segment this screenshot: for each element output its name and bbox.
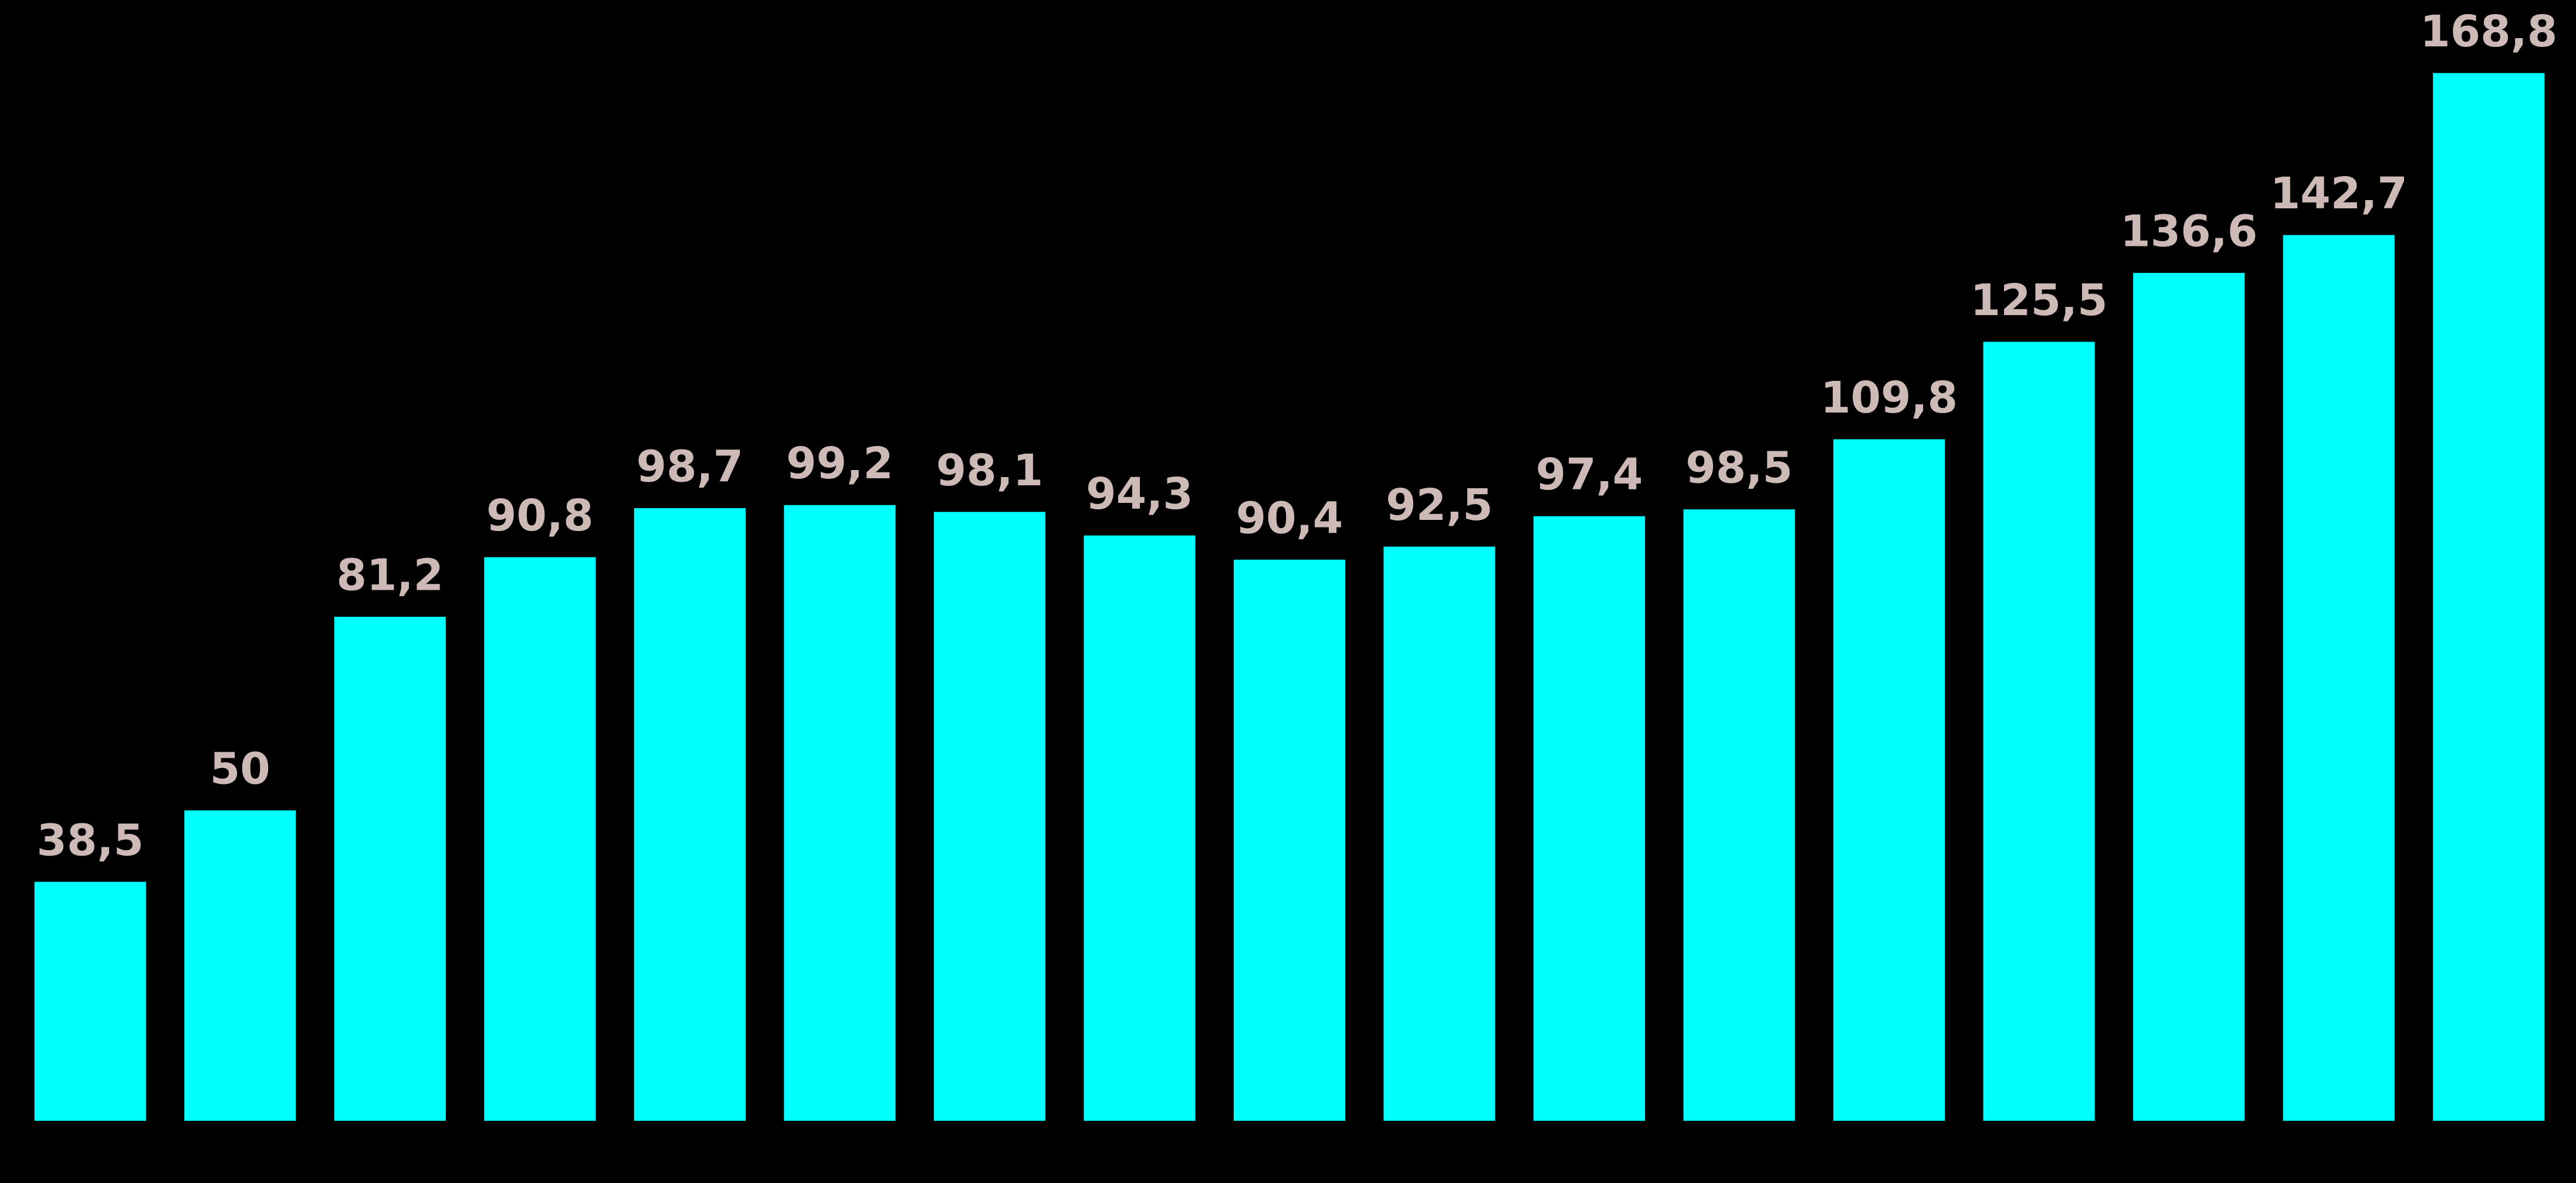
bar: [34, 881, 146, 1121]
bar: [933, 512, 1045, 1121]
value-label: 98,5: [1685, 443, 1793, 494]
value-label: 97,4: [1536, 449, 1643, 500]
value-label: 94,3: [1086, 469, 1193, 519]
bar: [784, 505, 896, 1121]
bar: [334, 617, 446, 1121]
value-label: 136,6: [2120, 207, 2257, 257]
value-label: 99,2: [786, 438, 893, 489]
value-label: 142,7: [2270, 168, 2408, 219]
value-label: 98,7: [637, 441, 744, 492]
value-label: 125,5: [1971, 275, 2108, 326]
bar: [1983, 342, 2095, 1121]
bar: [1383, 546, 1495, 1121]
bar: [1683, 509, 1795, 1121]
bar: [1833, 439, 1945, 1121]
bar: [634, 508, 746, 1121]
value-label: 98,1: [936, 445, 1044, 496]
bar: [1084, 535, 1196, 1121]
bar: [2433, 73, 2545, 1121]
value-label: 81,2: [337, 550, 444, 601]
value-label: 168,8: [2420, 6, 2557, 57]
bar: [2133, 273, 2245, 1121]
value-label: 90,4: [1236, 493, 1343, 543]
bar: [1233, 559, 1346, 1121]
value-label: 38,5: [36, 815, 144, 866]
value-label: 109,8: [1820, 373, 1958, 423]
value-label: 92,5: [1386, 480, 1493, 530]
value-label: 90,8: [486, 491, 594, 541]
bar: [1534, 516, 1646, 1121]
value-label: 50: [210, 744, 270, 795]
bar: [184, 810, 296, 1121]
bar: [484, 557, 596, 1121]
bar: [2283, 235, 2395, 1121]
